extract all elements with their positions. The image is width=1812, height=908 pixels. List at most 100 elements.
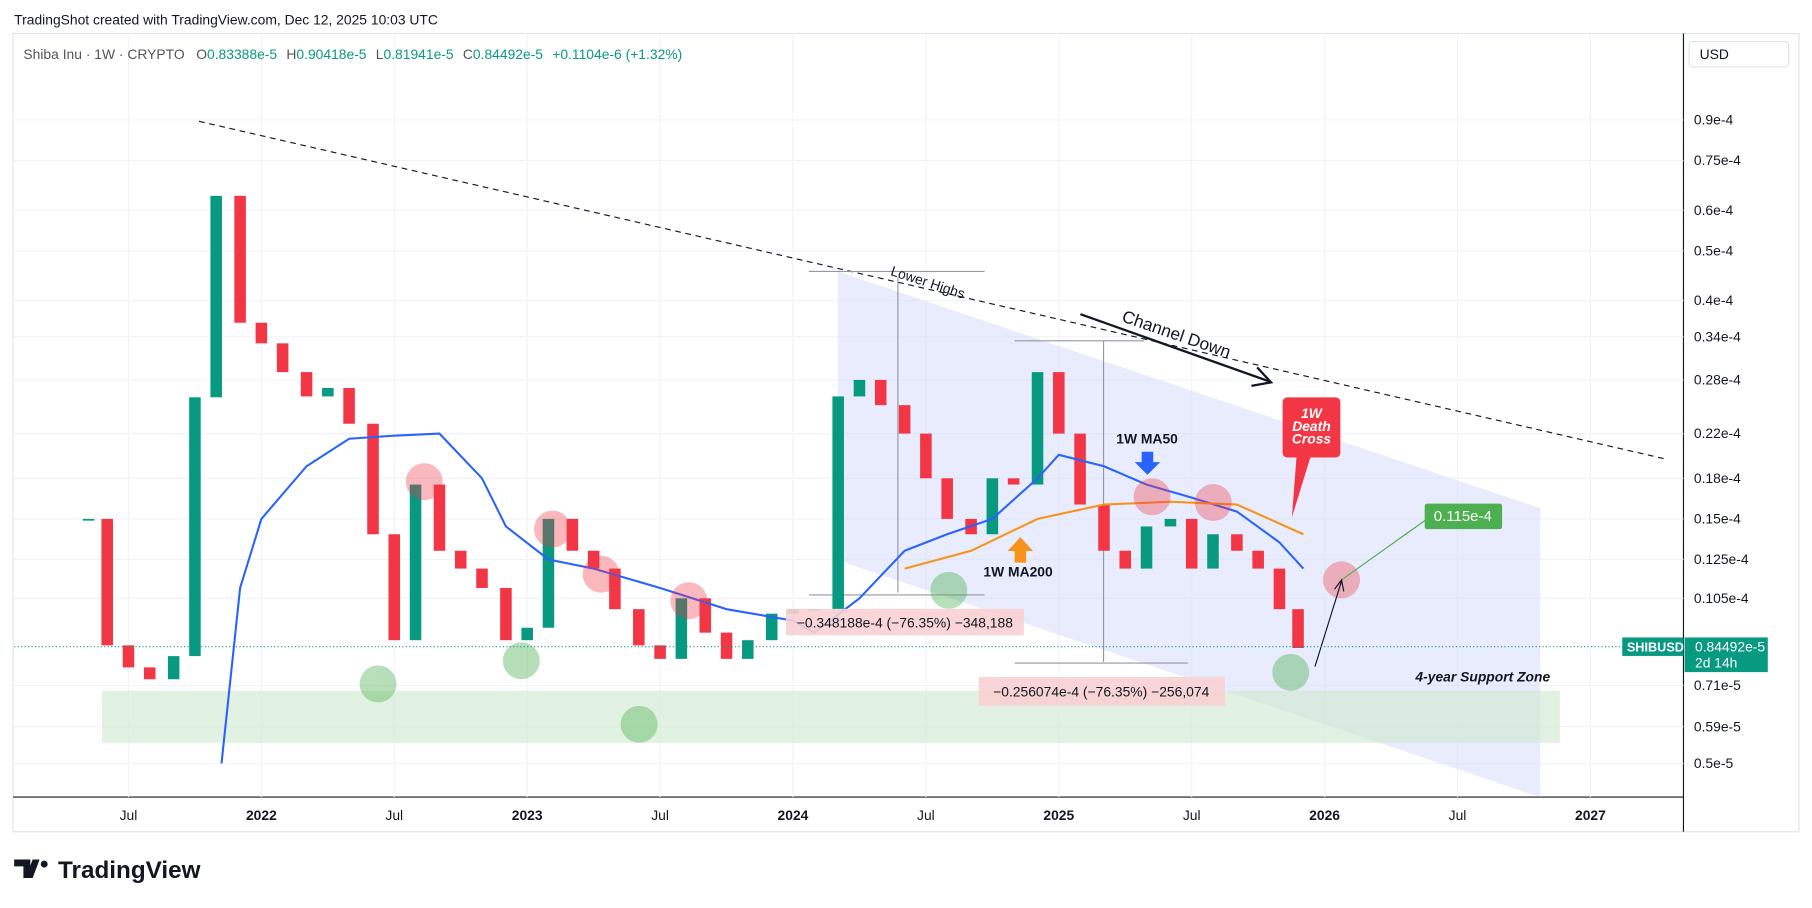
x-tick-label: Jul — [651, 807, 669, 823]
annotation: 0.115e-4 — [1434, 508, 1492, 525]
y-tick-label: 0.28e-4 — [1694, 372, 1741, 388]
candle — [742, 640, 754, 659]
candle — [1007, 478, 1020, 485]
support-zone — [101, 690, 1560, 743]
candle — [122, 645, 135, 668]
x-tick-label: Jul — [1183, 807, 1201, 823]
candle — [1185, 518, 1198, 569]
x-tick-label: Jul — [1449, 807, 1467, 823]
candle — [1074, 433, 1086, 505]
candle — [699, 598, 712, 633]
x-tick-label: 2023 — [512, 807, 543, 823]
candle — [167, 656, 180, 680]
y-tick-label: 0.6e-4 — [1694, 202, 1734, 218]
x-tick-label: 2026 — [1309, 807, 1340, 823]
arrow-head — [1251, 366, 1274, 387]
candle — [654, 645, 666, 659]
legend-line: Shiba Inu · 1W · CRYPTO O0.83388e-5 H0.904… — [23, 46, 682, 62]
y-tick-label: 0.5e-5 — [1694, 755, 1734, 771]
candle — [986, 478, 999, 535]
candle — [234, 195, 246, 323]
candle — [874, 379, 887, 406]
annotation: 1W MA200 — [983, 563, 1053, 579]
price-tag-value: 0.84492e-5 — [1695, 638, 1765, 654]
candle — [609, 568, 621, 610]
price-tag-symbol: SHIBUSD — [1627, 640, 1684, 654]
annotation: Death — [1292, 418, 1331, 434]
candle — [832, 396, 844, 610]
candle — [255, 322, 268, 344]
ohlc-value: 0.81941e-5 — [383, 46, 453, 62]
ohlc-value: 0.90418e-5 — [296, 46, 366, 62]
moving-average — [904, 500, 1304, 570]
y-tick-label: 0.59e-5 — [1694, 718, 1741, 734]
candle — [1231, 534, 1243, 551]
y-tick-label: 0.5e-4 — [1694, 242, 1734, 258]
credit: TradingShot created with TradingView.com… — [14, 11, 438, 27]
candle — [343, 388, 355, 424]
x-tick-label: 2025 — [1043, 807, 1074, 823]
candle — [409, 484, 422, 641]
candle — [1119, 550, 1132, 569]
y-tick-label: 0.34e-4 — [1694, 328, 1741, 344]
currency[interactable]: USD — [1700, 46, 1729, 62]
brand: TradingView — [58, 857, 201, 884]
overlay: 0.9e-4 0.75e-4 0.6e-4 0.5e-4 0.4e-4 0.34e-4 0.… — [14, 112, 1768, 823]
candle — [189, 397, 201, 657]
candle — [1053, 372, 1065, 434]
y-tick-label: 0.22e-4 — [1694, 425, 1741, 441]
candle — [367, 423, 379, 535]
measure-box — [785, 608, 1024, 636]
ohlc-label: O — [196, 46, 207, 62]
candle — [1273, 568, 1286, 610]
candle — [941, 478, 953, 519]
measure-label: −0.256074e-4 (−76.35%) −256,074 — [993, 684, 1209, 700]
y-tick-label: 0.9e-4 — [1694, 112, 1734, 128]
ohlc-label: H — [286, 46, 296, 62]
y-tick-label: 0.75e-4 — [1694, 152, 1741, 168]
candle — [82, 518, 95, 521]
currency-button[interactable] — [1688, 41, 1790, 68]
candle — [587, 550, 600, 569]
candle — [101, 518, 113, 646]
change: +0.1104e-6 (+1.32%) — [552, 46, 682, 62]
annotation: 1W MA50 — [1116, 431, 1178, 447]
logo — [14, 859, 48, 878]
y-tick-label: 0.71e-5 — [1694, 677, 1741, 693]
target-line — [1341, 519, 1427, 581]
arrow-head — [1334, 578, 1345, 592]
x-tick-label: Jul — [120, 807, 138, 823]
candle — [454, 550, 467, 569]
candle — [1140, 526, 1153, 569]
candle — [920, 433, 932, 479]
ma50-arrow — [1134, 451, 1161, 475]
annotation: 1W — [1301, 405, 1324, 421]
candle — [143, 667, 156, 680]
x-tick-label: 2024 — [778, 807, 809, 823]
candle — [542, 518, 555, 628]
annotation: Cross — [1292, 431, 1332, 447]
candle — [433, 484, 446, 551]
annotation: 4-year Support Zone — [1414, 669, 1550, 685]
arrow — [1080, 313, 1270, 383]
candle — [853, 379, 866, 397]
death-cross-callout — [1282, 397, 1341, 518]
price-tag-countdown: 2d 14h — [1695, 654, 1737, 670]
x-tick-label: 2022 — [246, 807, 277, 823]
y-tick-label: 0.125e-4 — [1694, 551, 1749, 567]
candle — [300, 372, 313, 397]
candle — [388, 534, 401, 641]
candle — [566, 518, 579, 551]
candle — [1164, 518, 1177, 527]
x-tick-label: Jul — [917, 807, 935, 823]
ohlc-label: C — [463, 46, 473, 62]
candle — [898, 405, 911, 434]
candle — [1252, 550, 1264, 569]
y-tick-label: 0.105e-4 — [1694, 590, 1749, 606]
x-tick-label: 2027 — [1575, 807, 1606, 823]
candle — [720, 632, 733, 659]
candle — [765, 613, 778, 641]
price-tag — [1622, 637, 1684, 656]
candle — [322, 388, 334, 397]
